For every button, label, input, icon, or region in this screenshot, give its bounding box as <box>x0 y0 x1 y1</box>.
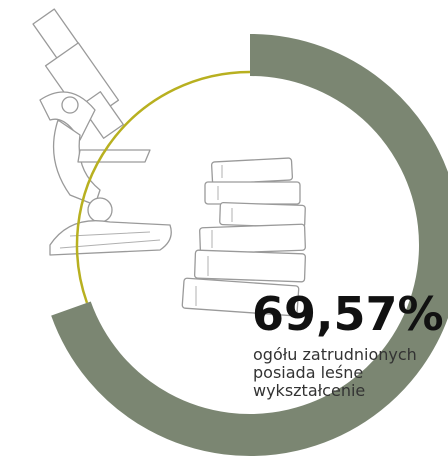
value-label: 69,57% <box>252 287 444 341</box>
microscope-illustration <box>33 9 171 255</box>
description-line: ogółu zatrudnionych <box>253 345 417 364</box>
description-line: wykształcenie <box>253 381 365 400</box>
description-line: posiada leśne <box>253 363 363 382</box>
infographic: 69,57% ogółu zatrudnionychposiada leśnewy… <box>0 0 448 460</box>
